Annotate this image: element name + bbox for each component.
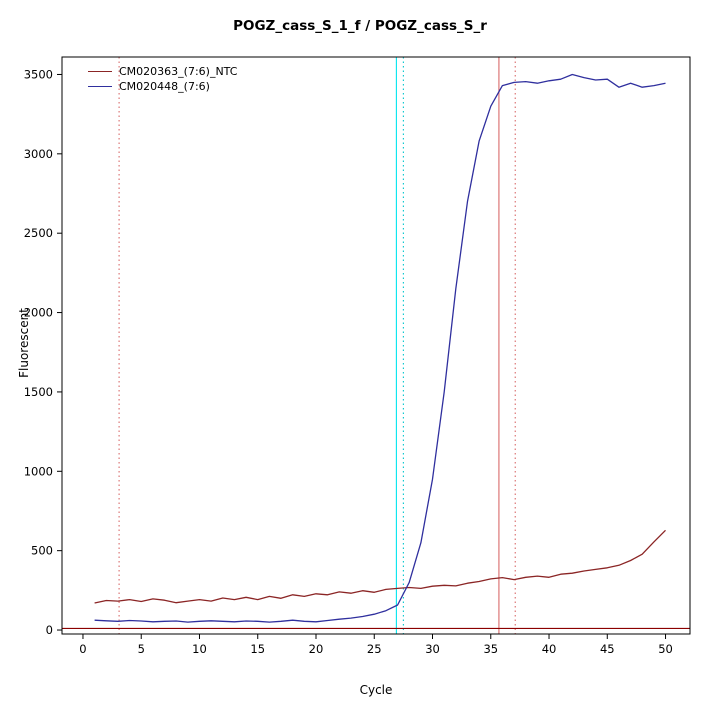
x-tick-label: 10 bbox=[192, 642, 207, 656]
series-line-0 bbox=[94, 529, 666, 604]
legend-label-sample: CM020448_(7:6) bbox=[119, 79, 210, 93]
y-tick-label: 1000 bbox=[24, 464, 53, 478]
x-axis-label: Cycle bbox=[359, 683, 393, 697]
y-tick-label: 1500 bbox=[24, 385, 53, 399]
x-tick-label: 20 bbox=[309, 642, 324, 656]
chart-title: POGZ_cass_S_1_f / POGZ_cass_S_r bbox=[233, 18, 487, 34]
x-tick-label: 50 bbox=[658, 642, 673, 656]
x-tick-label: 45 bbox=[600, 642, 615, 656]
x-tick-label: 25 bbox=[367, 642, 382, 656]
x-tick-label: 30 bbox=[425, 642, 440, 656]
legend-item-ntc: CM020363_(7:6)_NTC bbox=[88, 64, 237, 78]
x-tick-label: 40 bbox=[542, 642, 557, 656]
legend: CM020363_(7:6)_NTC CM020448_(7:6) bbox=[88, 64, 237, 93]
plot-border bbox=[61, 56, 691, 635]
y-tick-label: 2500 bbox=[24, 226, 53, 240]
legend-line-swatch-sample bbox=[88, 85, 112, 87]
x-tick-label: 35 bbox=[483, 642, 498, 656]
y-tick-label: 2000 bbox=[24, 306, 53, 320]
y-tick-label: 3000 bbox=[24, 147, 53, 161]
x-tick-label: 15 bbox=[250, 642, 265, 656]
series-line-1 bbox=[94, 73, 666, 623]
x-tick-label: 0 bbox=[79, 642, 86, 656]
y-tick-label: 0 bbox=[46, 623, 53, 637]
legend-item-sample: CM020448_(7:6) bbox=[88, 79, 237, 93]
x-tick-label: 5 bbox=[138, 642, 145, 656]
y-tick-label: 3500 bbox=[24, 67, 53, 81]
legend-label-ntc: CM020363_(7:6)_NTC bbox=[119, 64, 238, 78]
y-tick-label: 500 bbox=[31, 544, 53, 558]
y-axis-label: Fluorescent bbox=[17, 308, 31, 378]
legend-line-swatch-ntc bbox=[88, 70, 112, 72]
